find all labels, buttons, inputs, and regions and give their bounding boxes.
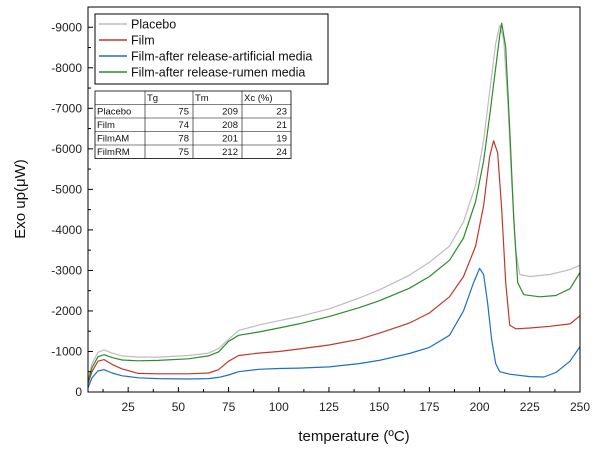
legend-label-0: Placebo: [131, 18, 176, 32]
table-cell-2-0: FilmAM: [97, 134, 129, 145]
table-cell-2-2: 201: [222, 134, 238, 145]
y-tick-label-9: -9000: [51, 20, 82, 34]
y-tick-label-6: -6000: [51, 142, 82, 156]
y-tick-label-5: -5000: [51, 182, 82, 196]
y-tick-label-1: -1000: [51, 344, 82, 358]
table-cell-3-2: 212: [222, 147, 238, 158]
x-axis-title: temperature (ºC): [298, 428, 409, 445]
series-line-2: [87, 267, 581, 389]
series-line-3: [87, 22, 581, 383]
table-cell-0-0: Placebo: [97, 107, 131, 118]
y-tick-label-7: -7000: [51, 101, 82, 115]
table-cell-3-0: FilmRM: [97, 147, 130, 158]
legend-label-2: Film-after release-artificial media: [131, 50, 312, 64]
x-tick-label-4: 125: [319, 400, 339, 414]
table-cell-1-2: 208: [222, 120, 238, 131]
table-header-1: Tg: [147, 93, 158, 104]
x-tick-label-2: 75: [222, 400, 236, 414]
x-tick-label-8: 225: [520, 400, 540, 414]
table-cell-0-3: 23: [276, 107, 287, 118]
table-cell-3-1: 75: [178, 147, 189, 158]
x-tick-label-7: 200: [470, 400, 490, 414]
table-cell-1-1: 74: [178, 120, 189, 131]
y-tick-label-2: -2000: [51, 304, 82, 318]
x-tick-label-9: 250: [570, 400, 590, 414]
x-tick-label-6: 175: [419, 400, 439, 414]
y-axis-title: Exo up(μW): [12, 159, 29, 239]
legend-box: [94, 13, 329, 85]
table-header-3: Xc (%): [244, 93, 273, 104]
inset-table: Tg Tm Xc (%) Placebo 75 209 23 Film 74 208 21 FilmA…: [94, 90, 292, 159]
y-tick-label-4: -4000: [51, 223, 82, 237]
x-tick-label-1: 50: [172, 400, 186, 414]
y-tick-label-8: -8000: [51, 61, 82, 75]
table-cell-0-1: 75: [178, 107, 189, 118]
table-cell-0-2: 209: [222, 107, 238, 118]
legend-label-3: Film-after release-rumen media: [131, 66, 305, 80]
y-tick-label-3: -3000: [51, 263, 82, 277]
table-cell-1-3: 21: [276, 120, 287, 131]
table-cell-2-1: 78: [178, 134, 189, 145]
table-cell-2-3: 19: [276, 134, 287, 145]
table-cell-3-3: 24: [276, 147, 287, 158]
y-tick-label-0: 0: [75, 385, 82, 399]
table-cell-1-0: Film: [97, 120, 115, 131]
x-tick-label-3: 100: [269, 400, 289, 414]
table-header-2: Tm: [195, 93, 209, 104]
ticks-layer: 25 50 75 100 125 150 175 200 225 250 0 -1000 -2000 -3…: [51, 20, 590, 414]
series-layer: [87, 22, 581, 389]
x-tick-label-0: 25: [121, 400, 135, 414]
legend-label-1: Film: [131, 34, 155, 48]
x-tick-label-5: 150: [369, 400, 389, 414]
series-line-1: [87, 140, 581, 385]
legend: Placebo Film Film-after release-artificial…: [94, 13, 329, 85]
plot-frame: [87, 6, 581, 393]
